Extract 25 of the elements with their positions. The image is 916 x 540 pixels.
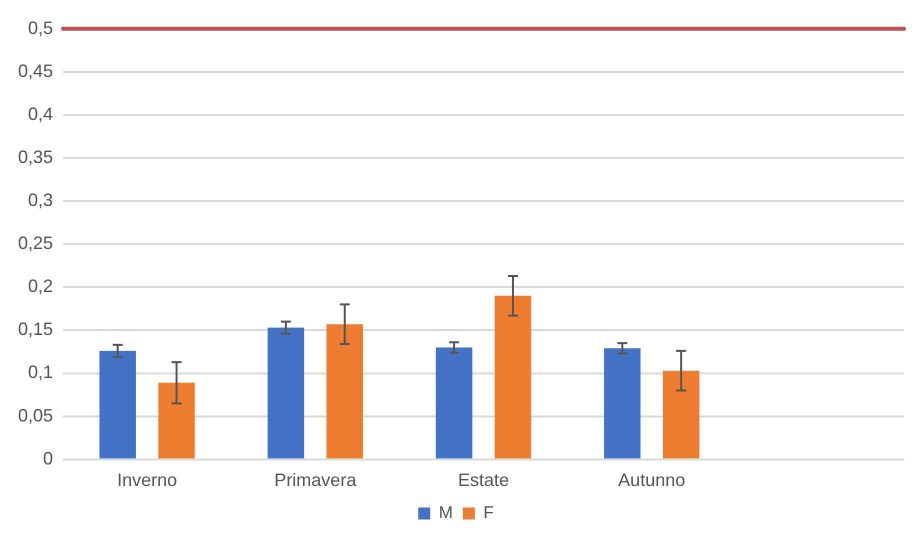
bar: [604, 348, 641, 458]
y-tick-label: 0,5: [28, 18, 54, 38]
y-tick-label: 0: [43, 448, 54, 468]
bar: [436, 347, 472, 458]
y-tick-label: 0,35: [18, 146, 54, 167]
y-tick-label: 0,1: [28, 362, 54, 382]
legend-label: F: [483, 503, 494, 522]
x-tick-label: Estate: [458, 470, 510, 490]
bar: [326, 324, 364, 458]
bar: [158, 382, 195, 458]
y-tick-label: 0,05: [18, 405, 54, 426]
y-tick-label: 0,15: [18, 319, 54, 340]
legend-label: M: [438, 503, 453, 522]
y-tick-label: 0,25: [18, 233, 54, 254]
x-tick-label: Inverno: [117, 470, 178, 490]
bar: [494, 296, 532, 458]
y-tick-label: 0,4: [28, 104, 54, 124]
bar: [662, 370, 700, 458]
y-tick-label: 0,45: [18, 60, 54, 81]
bar: [99, 350, 136, 458]
bar: [268, 328, 304, 458]
y-tick-label: 0,2: [28, 276, 54, 296]
x-tick-label: Autunno: [618, 470, 686, 490]
x-tick-label: Primavera: [274, 470, 358, 490]
y-tick-label: 0,3: [28, 190, 54, 210]
